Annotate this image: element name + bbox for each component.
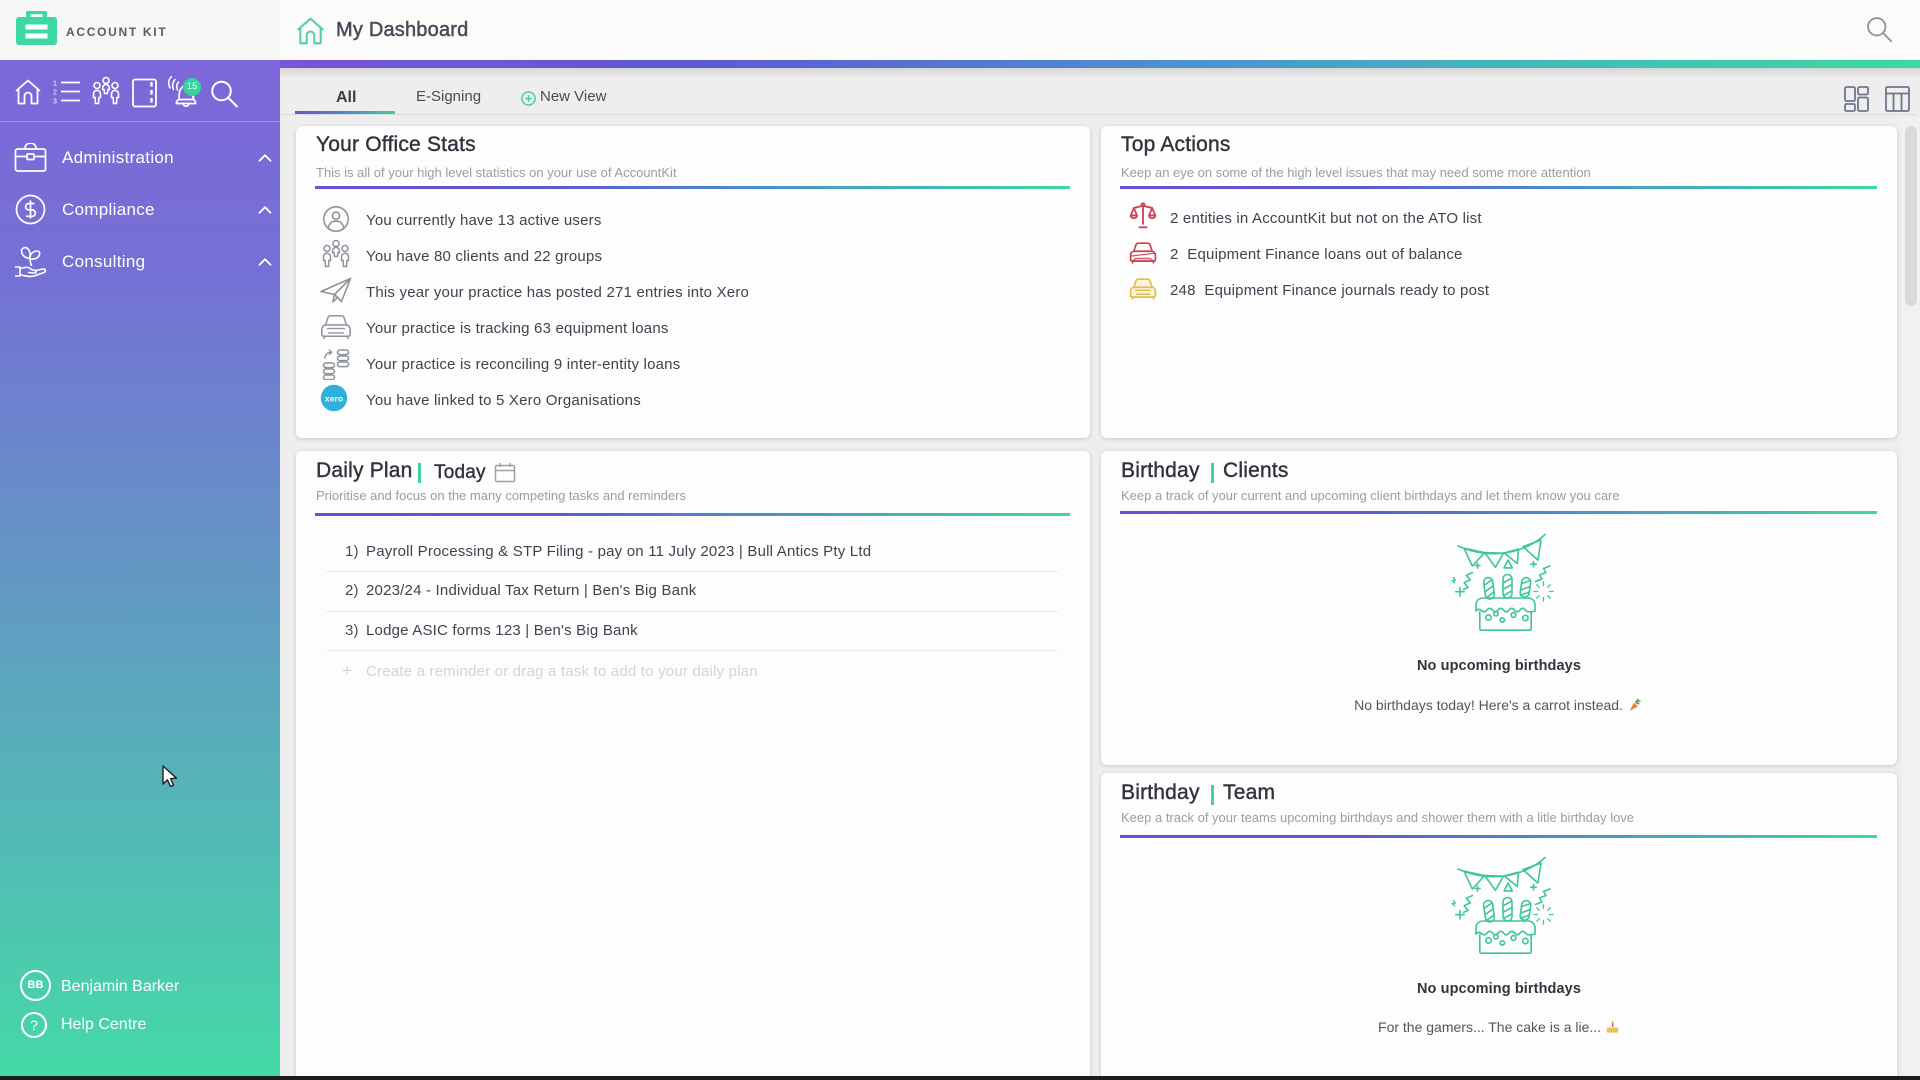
svg-text:xero: xero xyxy=(325,393,343,403)
svg-text:2: 2 xyxy=(53,89,57,96)
svg-text:1: 1 xyxy=(53,80,57,87)
svg-text:3: 3 xyxy=(53,98,57,105)
